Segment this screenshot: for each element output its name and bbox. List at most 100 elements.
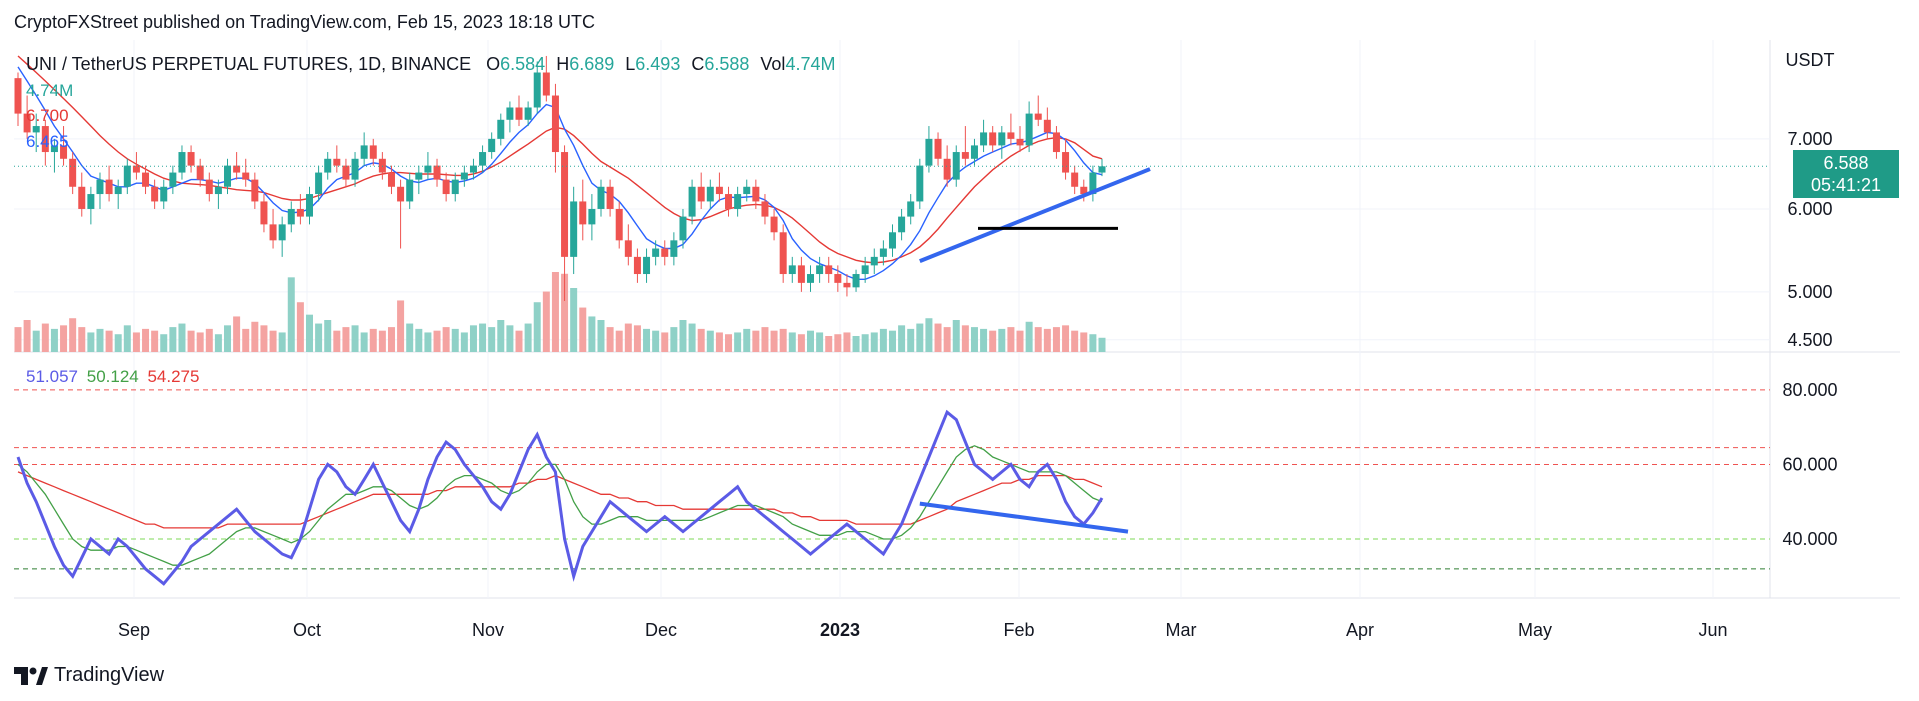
candle-body [469, 165, 477, 173]
candle-body [333, 158, 341, 166]
volume-bar [998, 328, 1006, 352]
volume-bar [679, 320, 687, 352]
volume-bar [105, 330, 113, 352]
volume-bar [32, 330, 40, 352]
volume-bar [296, 302, 304, 352]
candle-body [397, 186, 405, 202]
rsi-ma-slow-value: 54.275 [147, 367, 200, 386]
rsi-legend[interactable]: 51.057 50.124 54.275 [26, 367, 199, 387]
volume-bar [779, 328, 787, 352]
volume-bar [169, 327, 177, 352]
candle-body [1080, 186, 1088, 195]
volume-bar [970, 327, 978, 352]
high-value: 6.689 [569, 54, 615, 74]
volume-bar [1034, 327, 1042, 352]
candle-body [369, 145, 377, 159]
volume-bar [606, 327, 614, 352]
candle-body [497, 119, 505, 139]
symbol-legend[interactable]: UNI / TetherUS PERPETUAL FUTURES, 1D, BI… [26, 54, 835, 75]
volume-bar [506, 325, 514, 352]
publisher-header: CryptoFXStreet published on TradingView.… [14, 12, 595, 32]
volume-bar [952, 320, 960, 352]
volume-bar [233, 316, 241, 352]
volume-bar [533, 302, 541, 352]
rsi-pane [14, 389, 1770, 586]
volume-bar [734, 332, 742, 352]
candle-body [315, 172, 323, 195]
volume-bar [69, 318, 77, 352]
candle-body [1071, 172, 1079, 187]
volume-bar [479, 323, 487, 352]
price-tick-label: 7.000 [1787, 129, 1832, 149]
candle-body [551, 95, 559, 153]
volume-bar [561, 273, 569, 352]
candle-body [834, 274, 842, 283]
volume-bar [1080, 332, 1088, 352]
x-tick-label: Dec [645, 620, 677, 640]
volume-bar [916, 323, 924, 352]
volume-bar [78, 327, 86, 352]
volume-bar [1043, 328, 1051, 352]
volume-bar [588, 316, 596, 352]
volume-bar [142, 328, 150, 352]
candle-body [351, 158, 359, 180]
candle-body [952, 152, 960, 180]
volume-bar [597, 320, 605, 352]
candle-body [1098, 166, 1106, 173]
candle-body [643, 256, 651, 275]
candle-body [770, 216, 778, 233]
price-tick-label: 5.000 [1787, 282, 1832, 302]
candle-body [515, 107, 523, 120]
volume-bar [624, 323, 632, 352]
candle-body [606, 186, 614, 209]
volume-bar [324, 320, 332, 352]
tradingview-logo[interactable]: TradingView [14, 664, 164, 687]
last-price-badge: 6.588 05:41:21 [1793, 150, 1899, 198]
candle-body [1016, 138, 1024, 146]
tradingview-brand: TradingView [54, 664, 165, 686]
high-label: H [556, 54, 570, 74]
candle-body [925, 138, 933, 166]
rsi-ma-slow-line [17, 471, 1103, 529]
volume-bar [1071, 330, 1079, 352]
ma-fast-value: 6.465 [26, 132, 69, 151]
volume-bar [333, 330, 341, 352]
volume-bar [570, 288, 578, 352]
volume-bar [898, 325, 906, 352]
candle-body [224, 165, 232, 187]
candle-body [187, 152, 195, 166]
volume-bar [807, 330, 815, 352]
candle-body [50, 145, 58, 153]
volume-bar [242, 328, 250, 352]
rsi-ma-value: 50.124 [86, 367, 139, 386]
volume-bar [214, 334, 222, 352]
candle-body [761, 201, 769, 217]
candle-body [715, 186, 723, 195]
candle-body [78, 186, 86, 209]
volume-bar [305, 314, 313, 352]
volume-bar [196, 332, 204, 352]
volume-bar [260, 325, 268, 352]
candle-body [132, 165, 140, 173]
volume-bar [670, 327, 678, 352]
x-tick-label: 2023 [820, 620, 860, 640]
candle-body [123, 165, 131, 187]
volume-bar [943, 327, 951, 352]
candle-body [151, 186, 159, 202]
volume-bar [925, 318, 933, 352]
volume-bar [697, 328, 705, 352]
rsi-tick-label: 40.000 [1782, 529, 1837, 549]
x-tick-label: Sep [118, 620, 150, 640]
candle-body [460, 172, 468, 180]
candle-body [305, 194, 313, 217]
candle-body [697, 186, 705, 202]
candle-body [989, 132, 997, 146]
candle-body [852, 274, 860, 288]
candle-body [788, 265, 796, 275]
candle-body [41, 126, 49, 153]
symbol-name: UNI / TetherUS PERPETUAL FUTURES, 1D, BI… [26, 54, 472, 74]
candle-body [360, 145, 368, 159]
open-value: 6.584 [500, 54, 546, 74]
axes: Sep Oct Nov Dec 2023 Feb Mar Apr May Jun USDT 4.500… [118, 50, 1838, 640]
